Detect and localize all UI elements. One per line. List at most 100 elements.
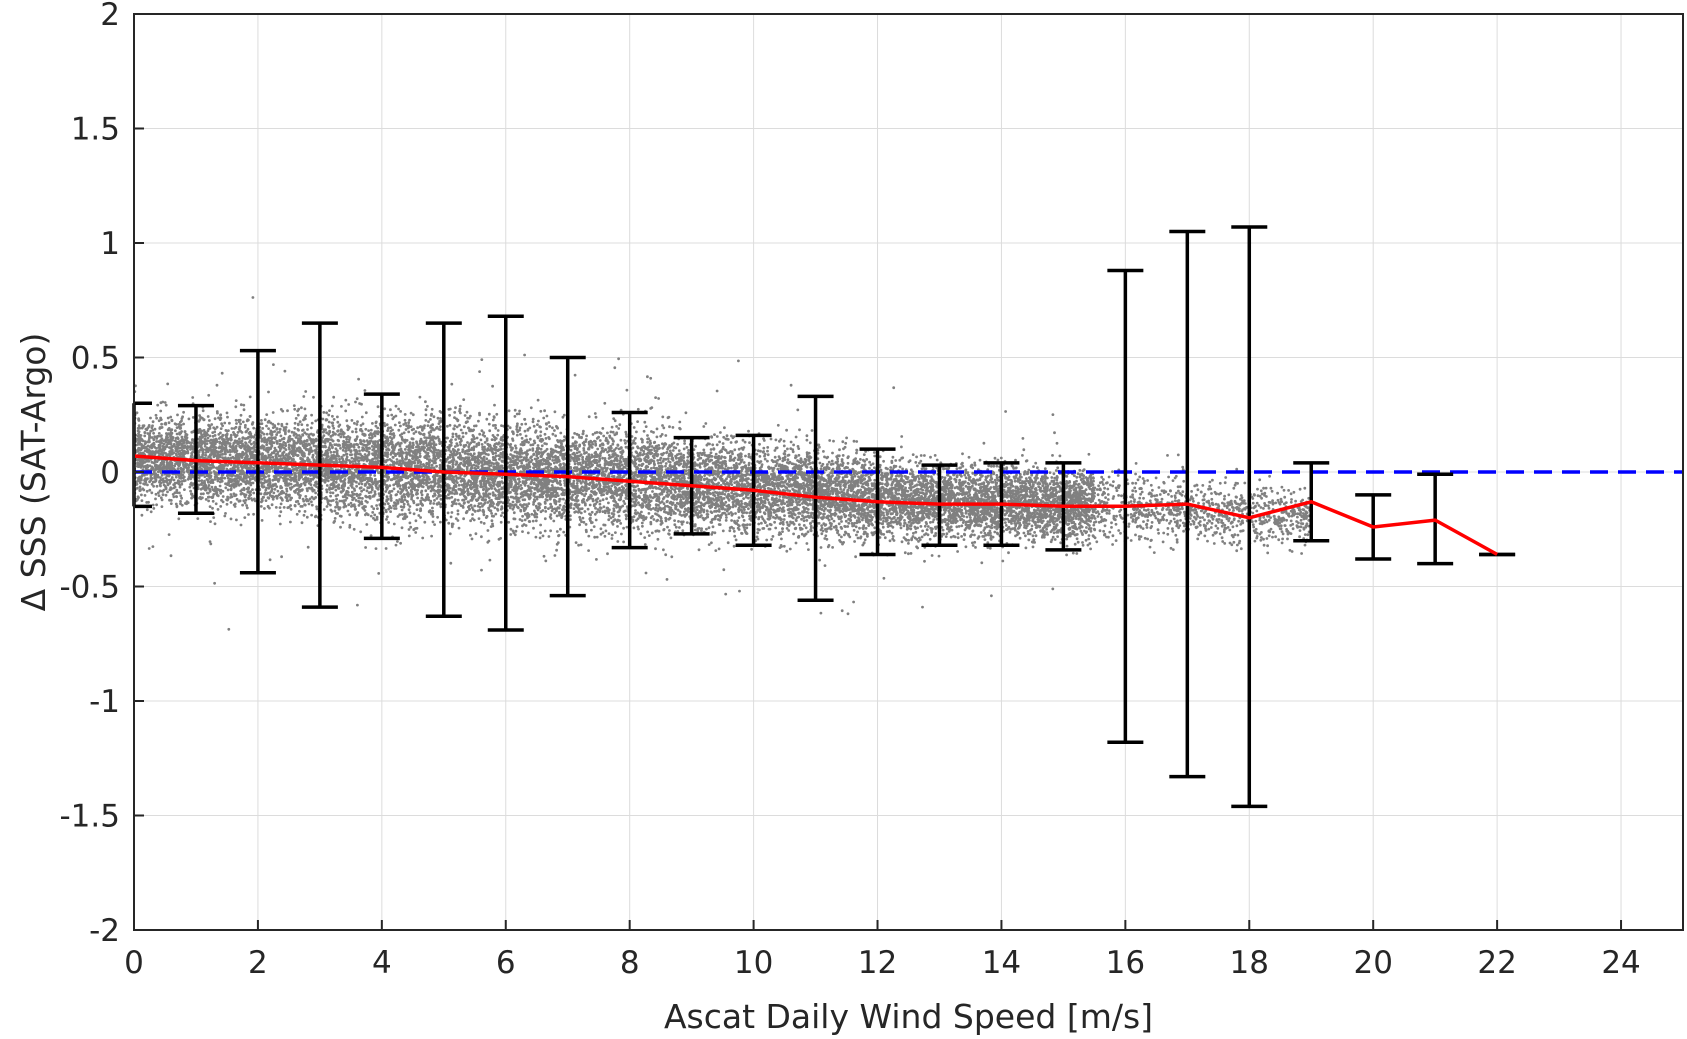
scatter-point [253,499,257,503]
scatter-point [399,410,402,413]
scatter-point [371,511,375,514]
scatter-point [364,427,368,431]
scatter-point [402,517,405,521]
scatter-point [838,448,841,452]
scatter-point [512,466,515,470]
scatter-point [228,453,232,457]
scatter-point [245,504,249,507]
scatter-point [1267,504,1270,508]
scatter-point [905,533,909,536]
scatter-point [776,467,780,471]
scatter-point [821,529,825,533]
scatter-point [990,523,994,527]
scatter-point [964,523,968,527]
scatter-point [694,511,698,514]
scatter-point [654,508,657,512]
scatter-point [1065,553,1068,557]
scatter-point [241,503,245,507]
scatter-point [310,500,313,504]
scatter-point [748,441,751,444]
scatter-point [1255,509,1259,513]
scatter-point [610,512,614,515]
scatter-point [903,519,906,522]
scatter-point [461,435,465,439]
scatter-point [931,483,935,487]
scatter-point [414,430,418,434]
scatter-point [1111,534,1115,538]
scatter-point [263,507,266,510]
scatter-point [157,432,161,435]
scatter-point [632,526,636,530]
scatter-point [993,525,996,529]
scatter-point [711,525,715,529]
scatter-point [888,539,892,543]
scatter-point [881,525,885,529]
scatter-point [459,428,463,432]
scatter-point [159,409,163,413]
scatter-point [1233,533,1237,537]
scatter-point [757,497,760,501]
scatter-point [157,494,161,497]
scatter-point [594,415,598,419]
scatter-point [1133,486,1137,490]
scatter-point [431,515,435,518]
scatter-point [1117,529,1121,532]
scatter-point [979,531,983,534]
scatter-point [156,403,160,407]
scatter-point [914,461,918,464]
scatter-point [881,522,884,526]
scatter-point [766,446,770,449]
scatter-point [219,491,223,495]
scatter-point [683,442,686,445]
scatter-point [429,418,432,421]
scatter-point [795,480,799,484]
scatter-point [1195,493,1198,497]
scatter-point [844,519,848,523]
scatter-point [234,405,238,409]
scatter-point [1024,477,1028,480]
scatter-point [1023,472,1026,476]
scatter-point [923,559,926,563]
scatter-point [314,491,317,495]
scatter-point [169,415,173,419]
scatter-point [458,423,461,427]
scatter-point [944,535,948,538]
scatter-point [840,609,844,613]
scatter-point [405,515,409,519]
scatter-point [174,429,177,433]
scatter-point [1142,496,1145,500]
scatter-point [163,401,167,404]
scatter-point [789,383,793,387]
scatter-point [399,541,402,545]
scatter-point [1203,534,1207,538]
scatter-point [804,526,808,530]
scatter-point [244,423,247,427]
scatter-point [497,454,500,458]
scatter-point [435,464,438,468]
scatter-point [166,490,169,494]
scatter-point [657,397,660,400]
scatter-point [446,511,450,515]
scatter-point [404,428,408,431]
scatter-point [562,530,566,534]
scatter-point [1262,486,1265,490]
scatter-point [1216,527,1220,530]
scatter-point [480,568,483,572]
scatter-point [1223,542,1227,545]
scatter-point [339,435,343,439]
scatter-point [360,482,364,486]
scatter-point [912,531,915,535]
scatter-point [515,433,519,437]
scatter-point [1167,493,1170,496]
scatter-point [1196,537,1200,541]
scatter-point [959,497,963,501]
scatter-point [603,459,607,462]
scatter-point [532,500,536,504]
scatter-point [490,512,493,515]
scatter-point [1210,497,1214,501]
scatter-point [1112,480,1115,483]
scatter-point [286,409,289,413]
scatter-point [902,524,906,528]
scatter-point [634,436,637,440]
scatter-point [211,506,214,510]
